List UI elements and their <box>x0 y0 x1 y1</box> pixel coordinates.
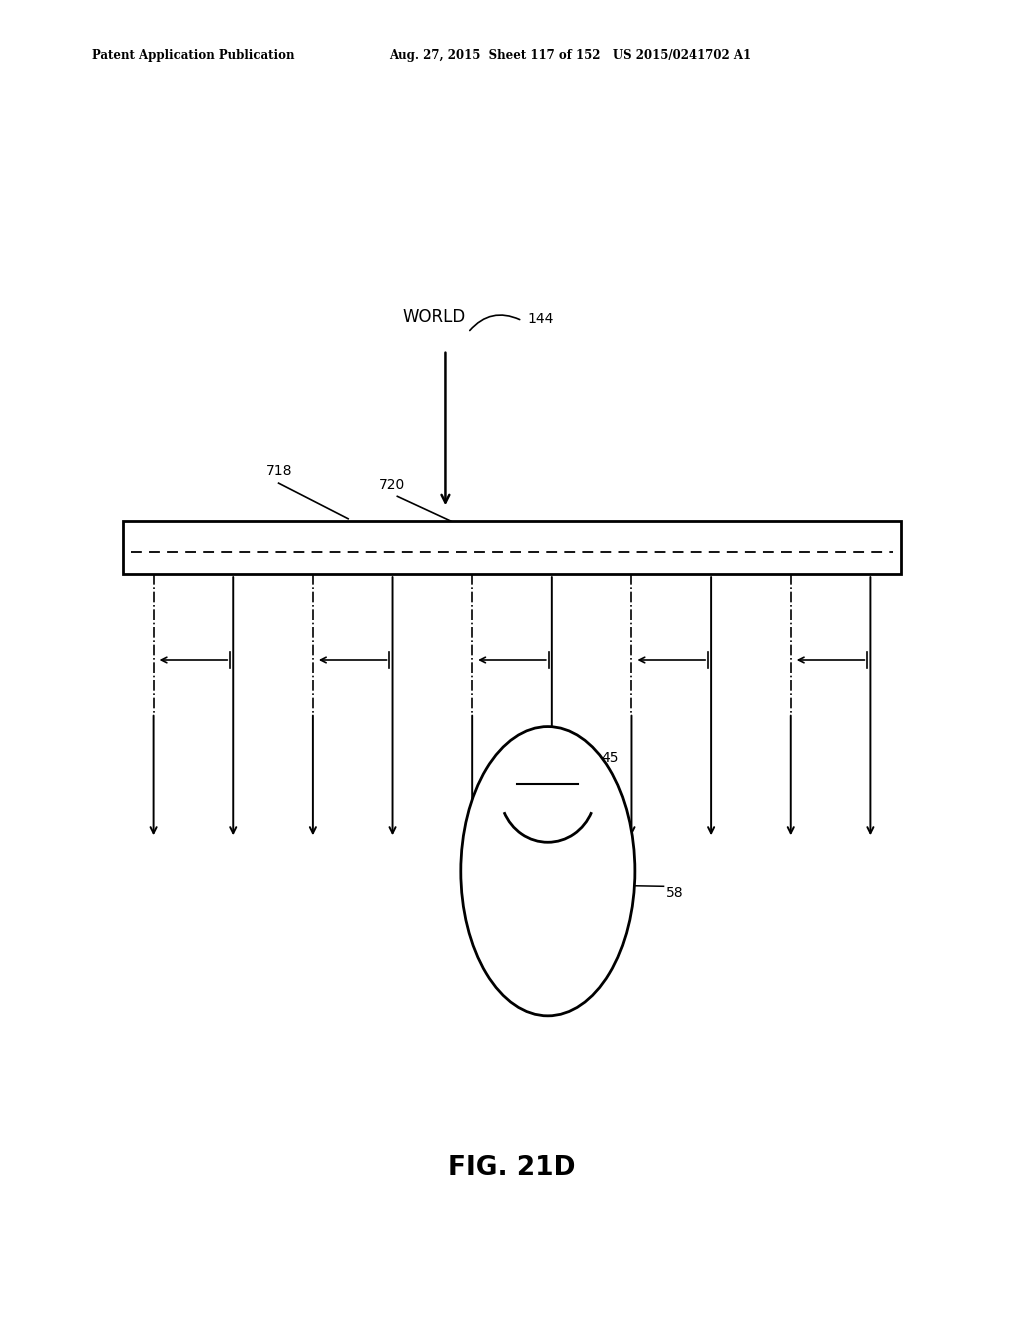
Text: 720: 720 <box>379 478 406 492</box>
Ellipse shape <box>461 726 635 1016</box>
Text: 144: 144 <box>527 313 554 326</box>
Bar <box>123 521 901 574</box>
Text: Aug. 27, 2015  Sheet 117 of 152   US 2015/0241702 A1: Aug. 27, 2015 Sheet 117 of 152 US 2015/0… <box>389 49 752 62</box>
Text: 718: 718 <box>266 463 293 478</box>
Text: 58: 58 <box>666 886 683 900</box>
Text: WORLD: WORLD <box>402 308 466 326</box>
Text: FIG. 21D: FIG. 21D <box>449 1155 575 1181</box>
Text: Patent Application Publication: Patent Application Publication <box>92 49 295 62</box>
Text: 45: 45 <box>602 751 620 766</box>
